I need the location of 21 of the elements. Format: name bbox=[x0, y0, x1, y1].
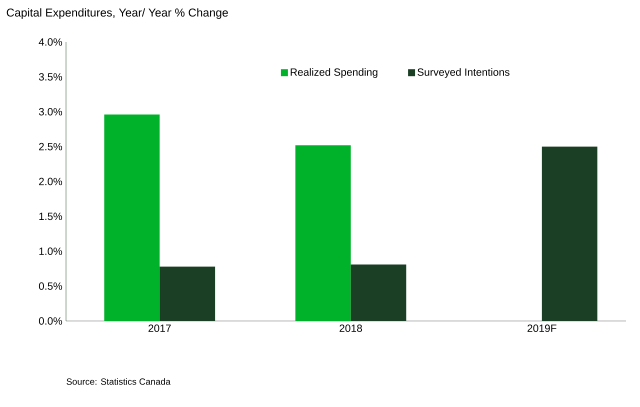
x-tick-label: 2019F bbox=[528, 324, 556, 332]
bar bbox=[542, 146, 598, 321]
source-note: Source: Statistics Canada bbox=[66, 378, 171, 385]
y-tick-label: 0.0% bbox=[38, 317, 62, 325]
chart-title: Capital Expenditures, Year/ Year % Change bbox=[6, 8, 228, 19]
y-tick-label: 1.0% bbox=[39, 248, 62, 255]
y-tick-label: 3.5% bbox=[38, 73, 62, 81]
y-tick-label: 3.0% bbox=[38, 108, 62, 116]
legend-label: Surveyed Intentions bbox=[418, 68, 510, 78]
y-tick-label: 2.5% bbox=[39, 142, 62, 150]
y-tick-label: 0.5% bbox=[38, 282, 62, 290]
y-tick-label: 2.0% bbox=[39, 178, 62, 186]
bar bbox=[104, 114, 160, 321]
x-tick-label: 2018 bbox=[340, 324, 362, 332]
y-tick-label: 1.5% bbox=[39, 212, 62, 220]
bar bbox=[160, 266, 216, 321]
legend-label: Realized Spending bbox=[290, 68, 378, 78]
bar bbox=[350, 264, 406, 321]
x-tick-label: 2017 bbox=[148, 324, 171, 332]
bar bbox=[295, 145, 351, 321]
y-tick-label: 4.0% bbox=[38, 38, 62, 46]
